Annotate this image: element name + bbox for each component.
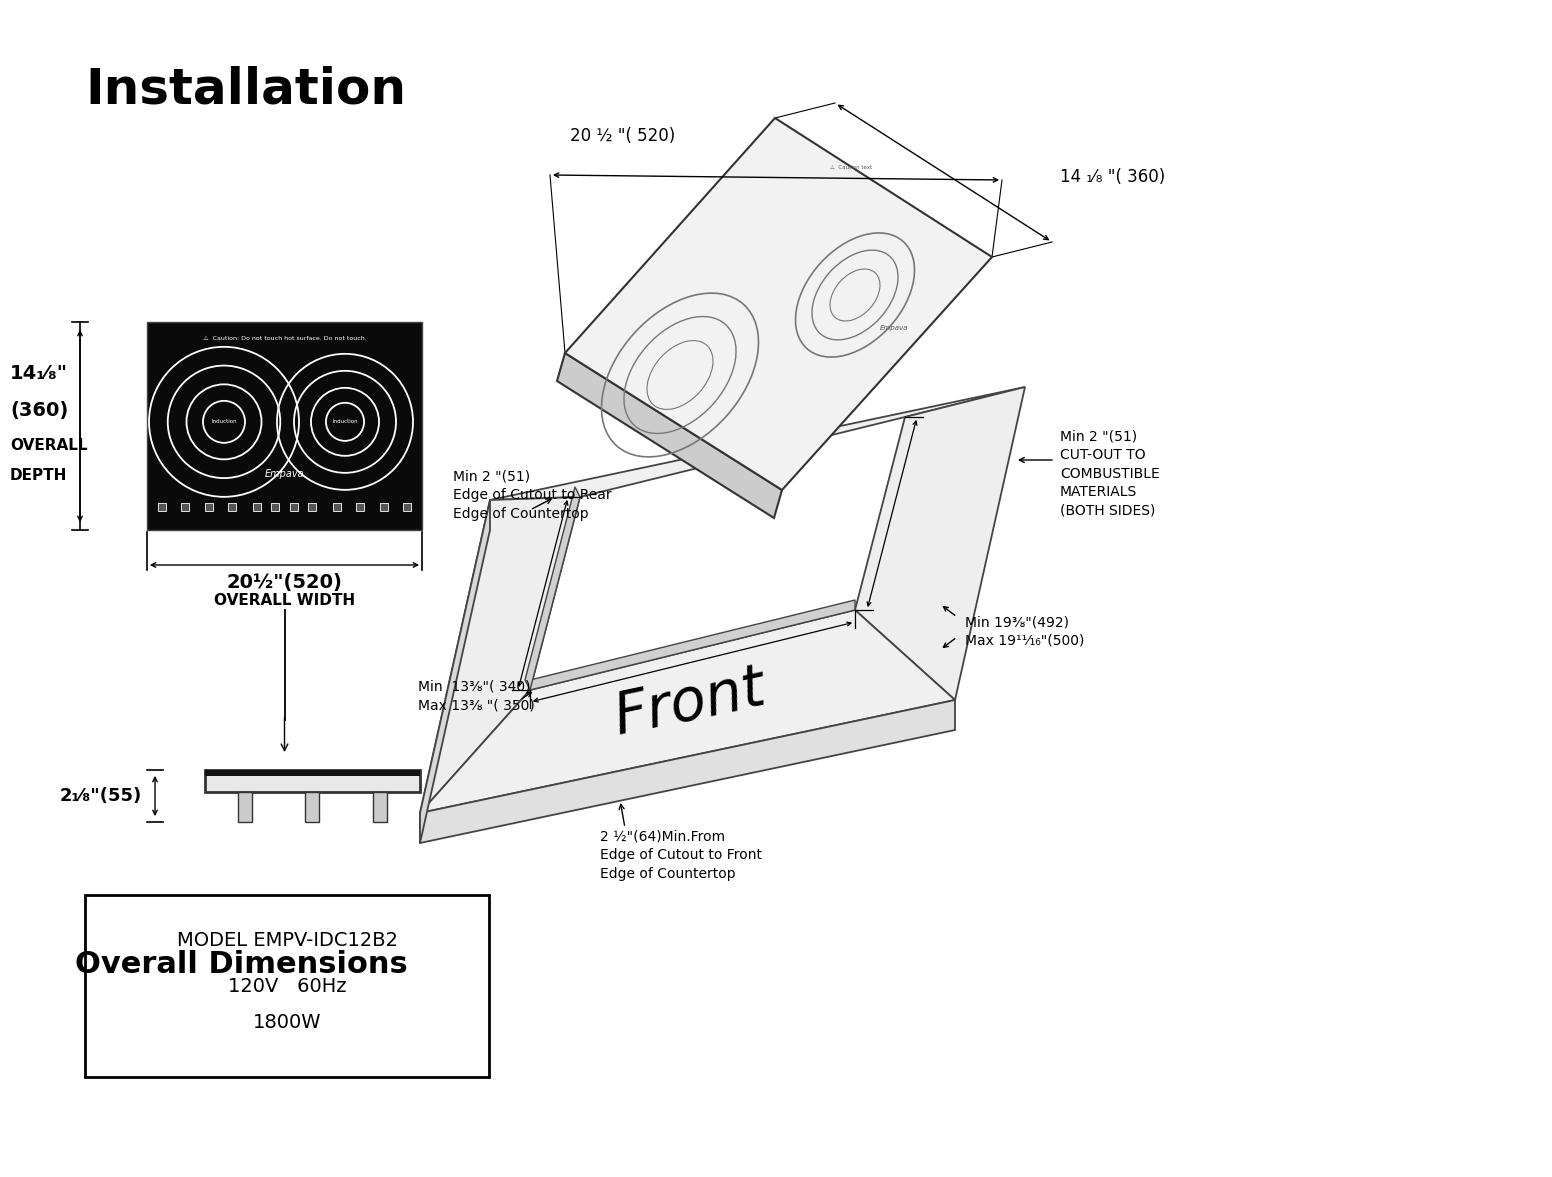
Text: Installation: Installation bbox=[85, 65, 407, 113]
Bar bbox=[253, 503, 261, 511]
Text: Min 19⅜"(492)
Max 19¹¹⁄₁₆"(500): Min 19⅜"(492) Max 19¹¹⁄₁₆"(500) bbox=[965, 616, 1085, 647]
Bar bbox=[372, 792, 386, 822]
Polygon shape bbox=[529, 600, 855, 690]
Bar bbox=[205, 770, 421, 776]
Text: Min 2 "(51)
Edge of Cutout to Rear
Edge of Countertop: Min 2 "(51) Edge of Cutout to Rear Edge … bbox=[453, 470, 611, 520]
Bar bbox=[228, 503, 236, 511]
Text: OVERALL: OVERALL bbox=[9, 439, 87, 453]
Text: 14₁⁄₈": 14₁⁄₈" bbox=[9, 364, 68, 383]
Bar bbox=[380, 503, 388, 511]
Text: 120V   60Hz: 120V 60Hz bbox=[228, 977, 346, 996]
Text: Min  13⅜"( 340)
Max 13⅜ "( 350): Min 13⅜"( 340) Max 13⅜ "( 350) bbox=[417, 680, 535, 712]
Bar bbox=[205, 503, 213, 511]
Bar bbox=[334, 503, 341, 511]
Bar bbox=[272, 503, 279, 511]
Bar bbox=[306, 792, 320, 822]
Polygon shape bbox=[421, 500, 490, 843]
Polygon shape bbox=[557, 353, 782, 518]
Text: OVERALL WIDTH: OVERALL WIDTH bbox=[214, 593, 355, 609]
Text: MODEL EMPV-IDC12B2: MODEL EMPV-IDC12B2 bbox=[177, 931, 397, 950]
Bar bbox=[357, 503, 365, 511]
Text: 2 ½"(64)Min.From
Edge of Cutout to Front
Edge of Countertop: 2 ½"(64)Min.From Edge of Cutout to Front… bbox=[601, 830, 762, 880]
Bar bbox=[147, 322, 422, 530]
Bar bbox=[205, 770, 421, 792]
Text: 14 ₁⁄₈ "( 360): 14 ₁⁄₈ "( 360) bbox=[1060, 168, 1166, 186]
Bar bbox=[404, 503, 411, 511]
Polygon shape bbox=[421, 497, 580, 813]
Text: Empava: Empava bbox=[880, 325, 908, 331]
Polygon shape bbox=[855, 387, 1024, 700]
Text: Front: Front bbox=[608, 659, 771, 747]
Text: Induction: Induction bbox=[332, 419, 359, 425]
Text: Induction: Induction bbox=[211, 419, 237, 425]
Text: 2₁⁄₈"(55): 2₁⁄₈"(55) bbox=[61, 787, 143, 805]
Text: 20½"(520): 20½"(520) bbox=[227, 573, 343, 592]
Bar bbox=[158, 503, 166, 511]
Text: 1800W: 1800W bbox=[253, 1013, 321, 1032]
Bar bbox=[182, 503, 189, 511]
Text: ⚠  Caution: Do not touch hot surface. Do not touch.: ⚠ Caution: Do not touch hot surface. Do … bbox=[203, 335, 366, 341]
Text: ⚠  Caution text: ⚠ Caution text bbox=[830, 165, 872, 169]
Bar bbox=[85, 895, 489, 1077]
Text: Min 2 "(51)
CUT-OUT TO
COMBUSTIBLE
MATERIALS
(BOTH SIDES): Min 2 "(51) CUT-OUT TO COMBUSTIBLE MATER… bbox=[1060, 430, 1159, 518]
Polygon shape bbox=[421, 610, 954, 813]
Bar bbox=[307, 503, 317, 511]
Polygon shape bbox=[525, 487, 580, 690]
Bar bbox=[237, 792, 251, 822]
Text: DEPTH: DEPTH bbox=[9, 467, 67, 483]
Text: 20 ½ "( 520): 20 ½ "( 520) bbox=[570, 127, 675, 145]
Polygon shape bbox=[490, 387, 1024, 500]
Text: Empava: Empava bbox=[265, 468, 304, 479]
Bar bbox=[290, 503, 298, 511]
Polygon shape bbox=[565, 118, 992, 490]
Text: Overall Dimensions: Overall Dimensions bbox=[74, 950, 408, 979]
Text: (360): (360) bbox=[9, 401, 68, 420]
Polygon shape bbox=[421, 700, 954, 843]
